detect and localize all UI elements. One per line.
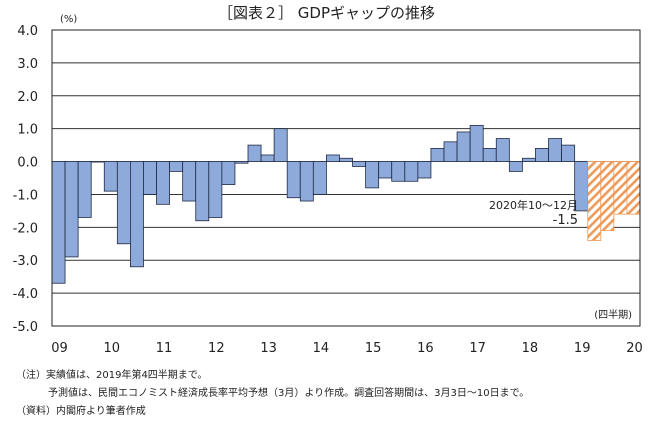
x-tick-label: 17 xyxy=(469,341,486,356)
actual-bar xyxy=(417,161,432,179)
x-tick-label: 10 xyxy=(104,341,121,356)
actual-bar xyxy=(182,161,197,202)
x-tick-label: 12 xyxy=(208,341,225,356)
forecast-bar xyxy=(626,161,641,215)
note-line-1: （注）実績値は、2019年第4四半期まで。 xyxy=(16,370,208,381)
actual-bar xyxy=(208,161,223,218)
x-tick-label: 09 xyxy=(51,341,68,356)
actual-bar xyxy=(51,161,66,284)
actual-bar xyxy=(456,131,471,162)
x-tick-label: 19 xyxy=(574,341,591,356)
actual-bar xyxy=(469,124,484,162)
actual-bar xyxy=(352,161,366,167)
forecast-bar xyxy=(613,161,628,215)
y-tick-label: -2.0 xyxy=(13,221,38,236)
actual-bar xyxy=(234,161,249,164)
actual-bar xyxy=(312,161,327,195)
actual-bar xyxy=(169,161,184,172)
actual-bar xyxy=(90,161,105,163)
source-note: （資料）内閣府より筆者作成 xyxy=(16,406,146,417)
x-tick-label: 18 xyxy=(522,341,539,356)
actual-bar xyxy=(64,161,79,258)
actual-bar xyxy=(221,161,236,185)
actual-bar xyxy=(339,157,353,162)
bar-chart: 4.0 3.0 2.0 1.0 0.0 -1.0 -2.0 -3.0 -4.0 -5.0 09 10 1… xyxy=(13,14,643,356)
x-tick-label: 15 xyxy=(365,341,382,356)
x-tick-label: 20 xyxy=(626,341,643,356)
forecast-bar xyxy=(600,161,615,232)
plot-border xyxy=(51,29,641,327)
actual-bar xyxy=(508,161,523,172)
actual-bar xyxy=(535,147,549,162)
actual-bar xyxy=(260,154,275,162)
y-tick-label: -5.0 xyxy=(13,320,38,335)
y-tick-label: -4.0 xyxy=(13,287,38,302)
period-label: (四半期) xyxy=(594,308,632,321)
actual-bar xyxy=(378,161,393,179)
actual-bar xyxy=(247,144,262,162)
actual-bar xyxy=(365,161,380,189)
actual-bar xyxy=(404,161,419,182)
x-tick-label: 14 xyxy=(313,341,330,356)
y-tick-label: 2.0 xyxy=(17,90,38,105)
unit-label: (%) xyxy=(60,14,77,25)
y-tick-label: 3.0 xyxy=(17,57,38,72)
y-tick-label: 1.0 xyxy=(17,123,38,138)
actual-bar xyxy=(561,144,576,162)
y-tick-label: 0.0 xyxy=(17,156,38,171)
actual-bar xyxy=(548,138,562,162)
actual-bar xyxy=(299,161,314,202)
x-tick-label: 11 xyxy=(156,341,173,356)
actual-bar xyxy=(325,154,340,162)
chart-title: ［図表２］ GDPギャップの推移 xyxy=(218,4,435,22)
actual-bar xyxy=(273,128,288,162)
actual-bar xyxy=(495,138,510,162)
y-tick-label: -3.0 xyxy=(13,254,38,269)
actual-bar xyxy=(116,161,131,245)
actual-bar xyxy=(143,161,157,195)
annotation-value: -1.5 xyxy=(553,213,578,228)
actual-bar xyxy=(103,161,118,192)
actual-bar xyxy=(443,141,458,162)
y-tick-label: 4.0 xyxy=(17,24,38,39)
y-tick-label: -1.0 xyxy=(13,188,38,203)
actual-bar xyxy=(77,161,92,218)
actual-bar xyxy=(522,157,536,162)
forecast-bar xyxy=(587,161,602,241)
note-line-2: 予測値は、民間エコノミスト経済成長率平均予想（3月）より作成。調査回答期間は、3… xyxy=(48,388,530,399)
annotation-label: 2020年10～12月 xyxy=(489,198,578,212)
x-tick-label: 13 xyxy=(260,341,277,356)
actual-bar xyxy=(482,147,497,162)
actual-bar xyxy=(156,161,171,205)
x-tick-label: 16 xyxy=(417,341,434,356)
actual-bar xyxy=(286,161,301,199)
actual-bar xyxy=(391,161,406,182)
actual-bar xyxy=(129,161,144,268)
actual-bar xyxy=(430,147,445,162)
actual-bar xyxy=(195,161,210,222)
